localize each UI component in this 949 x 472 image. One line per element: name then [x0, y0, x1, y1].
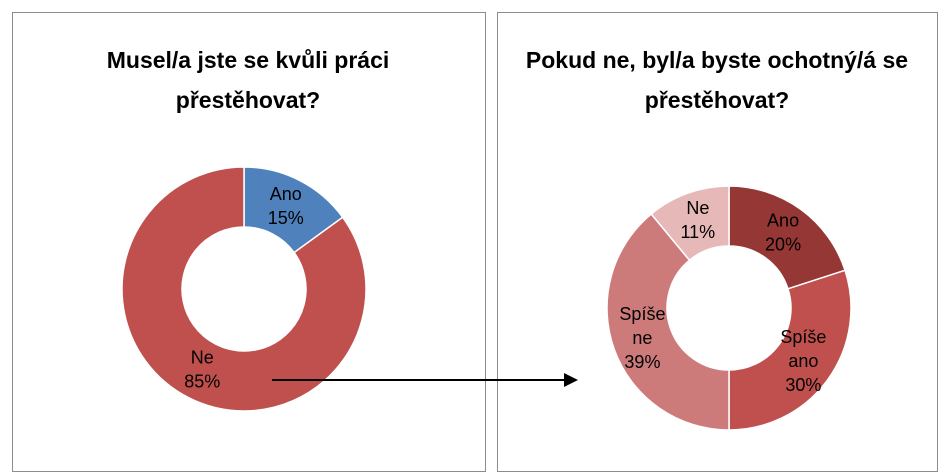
chart-title: Pokud ne, byl/a byste ochotný/á se přest…	[525, 47, 909, 113]
value-label: 39%	[624, 352, 660, 372]
slice-label: Ne	[191, 348, 214, 368]
value-label: 11%	[680, 222, 715, 242]
slice	[728, 185, 846, 290]
slice	[728, 269, 852, 431]
charts: Ano 15% Ne 85% Ano 20% Spíše ano 30% Spíše ne 39% N…	[121, 166, 852, 431]
slice	[650, 185, 730, 262]
donut: Ano 20% Spíše ano 30% Spíše ne 39% Ne 11%	[606, 185, 852, 431]
slice-label: Ano	[270, 184, 302, 204]
donut: Ano 15% Ne 85%	[121, 166, 367, 412]
slice-label: Ne	[686, 198, 709, 218]
value-label: 30%	[785, 375, 821, 395]
chart-title: Musel/a jste se kvůli práci přestěhovat?	[106, 47, 390, 113]
slice	[121, 166, 367, 412]
arrow-head	[564, 373, 578, 387]
page: Musel/a jste se kvůli práci přestěhovat?…	[12, 12, 938, 472]
slice-label: Ano	[767, 210, 799, 230]
value-label: 20%	[765, 234, 801, 254]
slice-label: Spíše ne	[619, 304, 665, 348]
value-label: 15%	[268, 208, 304, 228]
slice-label: Spíše ano	[780, 327, 826, 371]
slice	[606, 212, 730, 431]
value-label: 85%	[184, 372, 220, 392]
